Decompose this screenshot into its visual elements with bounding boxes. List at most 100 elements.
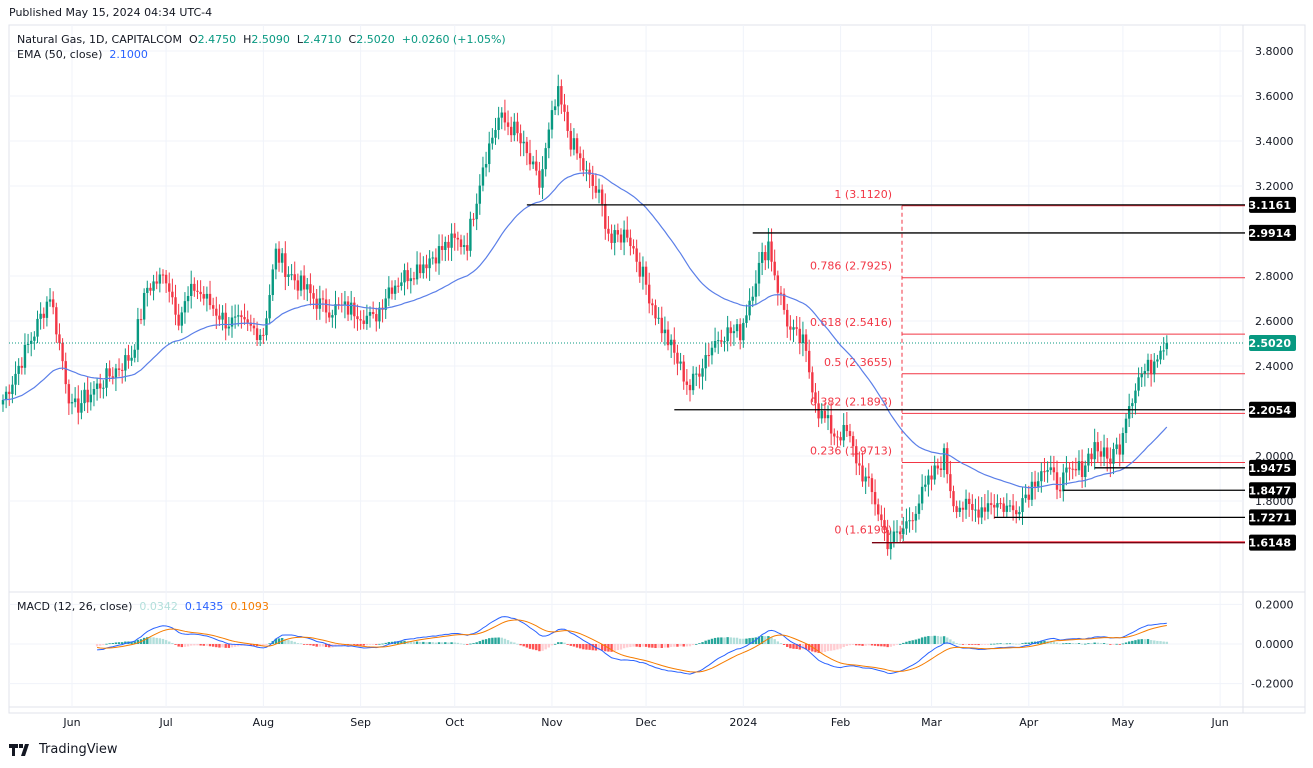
ema-legend[interactable]: EMA (50, close) 2.1000 xyxy=(17,48,148,61)
level-price-label: 3.1161 xyxy=(1249,199,1291,212)
macd-histogram-bar xyxy=(817,644,820,653)
macd-histogram-bar xyxy=(1021,643,1024,644)
macd-histogram-bar xyxy=(400,641,403,644)
macd-histogram-bar xyxy=(484,639,488,644)
candle xyxy=(738,318,742,350)
macd-histogram-bar xyxy=(657,644,660,648)
tradingview-logo[interactable]: TradingView xyxy=(9,742,118,757)
candle xyxy=(368,306,372,328)
macd-legend[interactable]: MACD (12, 26, close) 0.0342 0.1435 0.109… xyxy=(17,600,269,613)
candle-body xyxy=(622,229,626,243)
candle xyxy=(651,298,654,316)
candle-body xyxy=(494,129,497,138)
candle xyxy=(541,156,544,200)
candle-body xyxy=(102,387,105,389)
macd-histogram-bar xyxy=(748,638,751,644)
macd-histogram-bar xyxy=(1065,643,1068,644)
candle xyxy=(999,497,1002,509)
macd-histogram-bar xyxy=(315,644,318,647)
candle-body xyxy=(657,317,660,319)
candle-body xyxy=(481,167,485,186)
candle xyxy=(575,133,579,160)
y-tick-label: 2.0000 xyxy=(1255,450,1294,463)
macd-histogram-bar xyxy=(801,644,805,650)
candle-body xyxy=(908,520,911,522)
y-tick-label: 3.4000 xyxy=(1255,135,1294,148)
candle-body xyxy=(26,343,30,345)
candle-body xyxy=(1165,343,1169,350)
macd-histogram-bar xyxy=(328,644,331,648)
candle xyxy=(80,390,83,420)
x-tick-label: Nov xyxy=(541,716,563,729)
candle xyxy=(255,321,259,347)
candle-body xyxy=(359,319,362,321)
candle-body xyxy=(89,394,93,403)
candle xyxy=(243,303,246,325)
candle xyxy=(1062,463,1065,502)
symbol-name[interactable]: Natural Gas, 1D, CAPITALCOM xyxy=(17,33,182,46)
candle-body xyxy=(1021,498,1024,513)
candle-body xyxy=(58,334,61,343)
candle xyxy=(525,136,529,166)
macd-histogram-bar xyxy=(924,636,927,644)
candle xyxy=(792,319,795,343)
macd-histogram-bar xyxy=(218,644,221,648)
candle-body xyxy=(237,315,240,317)
macd-histogram-bar xyxy=(237,644,240,647)
candle xyxy=(748,288,751,321)
macd-histogram-bar xyxy=(146,637,149,644)
candle-body xyxy=(688,384,692,391)
candle xyxy=(757,251,761,297)
candle-body xyxy=(685,381,689,385)
candle xyxy=(1,394,5,412)
candle xyxy=(820,403,823,424)
candle-body xyxy=(422,264,425,274)
candle-body xyxy=(644,266,648,285)
candle xyxy=(676,344,679,376)
brand-name: TradingView xyxy=(39,742,118,757)
candle xyxy=(469,211,472,257)
candle-body xyxy=(221,312,224,320)
candle-body xyxy=(632,246,635,249)
macd-histogram-bar xyxy=(171,642,174,644)
macd-histogram-bar xyxy=(738,638,742,644)
candle xyxy=(773,249,776,281)
candle-body xyxy=(952,491,955,507)
macd-histogram-bar xyxy=(299,643,303,645)
macd-histogram-bar xyxy=(456,642,460,644)
ema-label: EMA (50, close) xyxy=(17,48,103,61)
macd-histogram-bar xyxy=(949,639,952,644)
candle-body xyxy=(114,368,118,378)
macd-histogram-bar xyxy=(826,644,830,652)
candle-body xyxy=(807,350,811,373)
candle-body xyxy=(939,468,943,471)
candle-body xyxy=(456,237,460,240)
macd-histogram-bar xyxy=(1124,642,1128,644)
level-price-badge xyxy=(1249,509,1296,526)
macd-histogram-bar xyxy=(522,644,525,647)
candle xyxy=(619,228,623,250)
candle-body xyxy=(713,341,717,348)
candle xyxy=(230,305,234,338)
candle xyxy=(227,317,231,336)
macd-histogram-bar xyxy=(695,643,698,645)
candle xyxy=(713,327,717,353)
macd-histogram-bar xyxy=(1074,643,1078,645)
macd-histogram-bar xyxy=(349,644,353,645)
candle-body xyxy=(346,301,350,315)
macd-histogram-bar xyxy=(616,644,620,651)
candle-body xyxy=(905,521,908,529)
candle xyxy=(1090,448,1093,467)
macd-histogram-bar xyxy=(632,644,635,647)
macd-histogram-bar xyxy=(1062,643,1065,645)
candle-body xyxy=(459,239,463,247)
fib-level-label: 0.382 (2.1893) xyxy=(810,395,892,408)
macd-histogram-bar xyxy=(1127,641,1131,644)
candle-body xyxy=(1002,503,1005,512)
candle-body xyxy=(425,264,428,269)
x-tick-label: Jul xyxy=(158,716,172,729)
macd-histogram-bar xyxy=(983,644,987,645)
candle-body xyxy=(230,317,234,327)
macd-histogram-bar xyxy=(478,641,482,644)
